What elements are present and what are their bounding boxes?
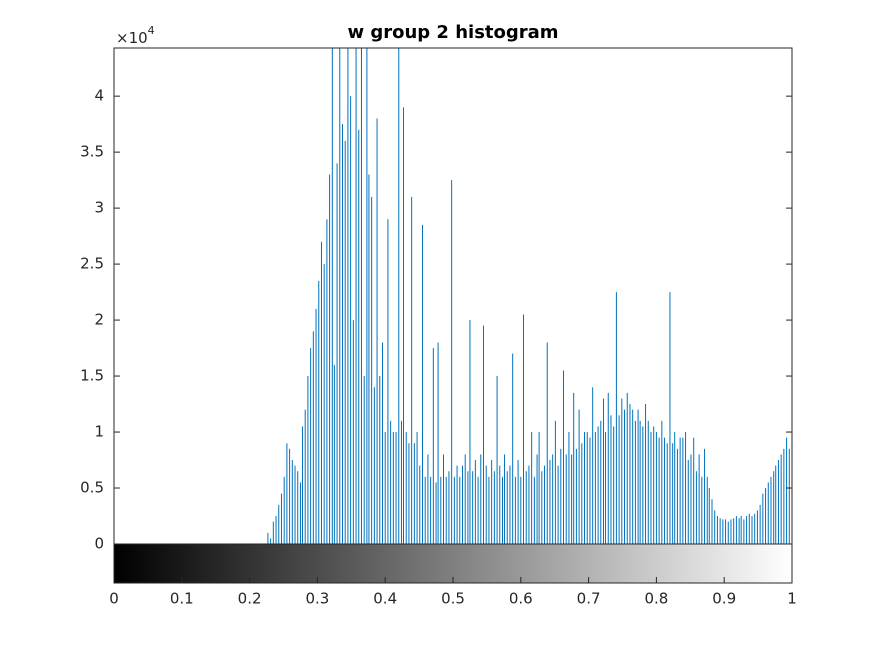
x-tick-label: 0.1 bbox=[170, 590, 194, 608]
y-tick-label: 4 bbox=[94, 87, 104, 105]
x-tick-label: 0.9 bbox=[712, 590, 736, 608]
y-tick-label: 0 bbox=[94, 535, 104, 553]
axes: 0 0.5 1 1.5 2 2.5 3 3.5 4 0 0.1 0.2 0.3 0.4 0.5 0.6 0.7 0… bbox=[80, 47, 797, 608]
y-tick-label: 1.5 bbox=[80, 367, 104, 385]
x-tick-label: 0.5 bbox=[441, 590, 465, 608]
x-tick-label: 0.4 bbox=[373, 590, 397, 608]
y-tick-label: 1 bbox=[94, 423, 104, 441]
y-tick-label: 2 bbox=[94, 311, 104, 329]
x-tick-label: 1 bbox=[787, 590, 797, 608]
y-tick-label: 0.5 bbox=[80, 479, 104, 497]
stems bbox=[267, 48, 792, 544]
y-exponent: 4 bbox=[148, 24, 155, 37]
x-tick-label: 0.2 bbox=[238, 590, 262, 608]
x-tick-label: 0.8 bbox=[644, 590, 668, 608]
y-tick-label: 3 bbox=[94, 199, 104, 217]
x-tick-label: 0 bbox=[109, 590, 119, 608]
colorbar bbox=[113, 543, 793, 584]
x-tick-label: 0.6 bbox=[509, 590, 533, 608]
x-tick-label: 0.7 bbox=[577, 590, 601, 608]
y-tick-label: 3.5 bbox=[80, 143, 104, 161]
x-tick-label: 0.3 bbox=[305, 590, 329, 608]
y-tick-label: 2.5 bbox=[80, 255, 104, 273]
y-scale-base: ×10 bbox=[116, 29, 148, 47]
chart-title: w group 2 histogram bbox=[347, 22, 558, 43]
y-scale-label: ×104 bbox=[116, 24, 155, 47]
